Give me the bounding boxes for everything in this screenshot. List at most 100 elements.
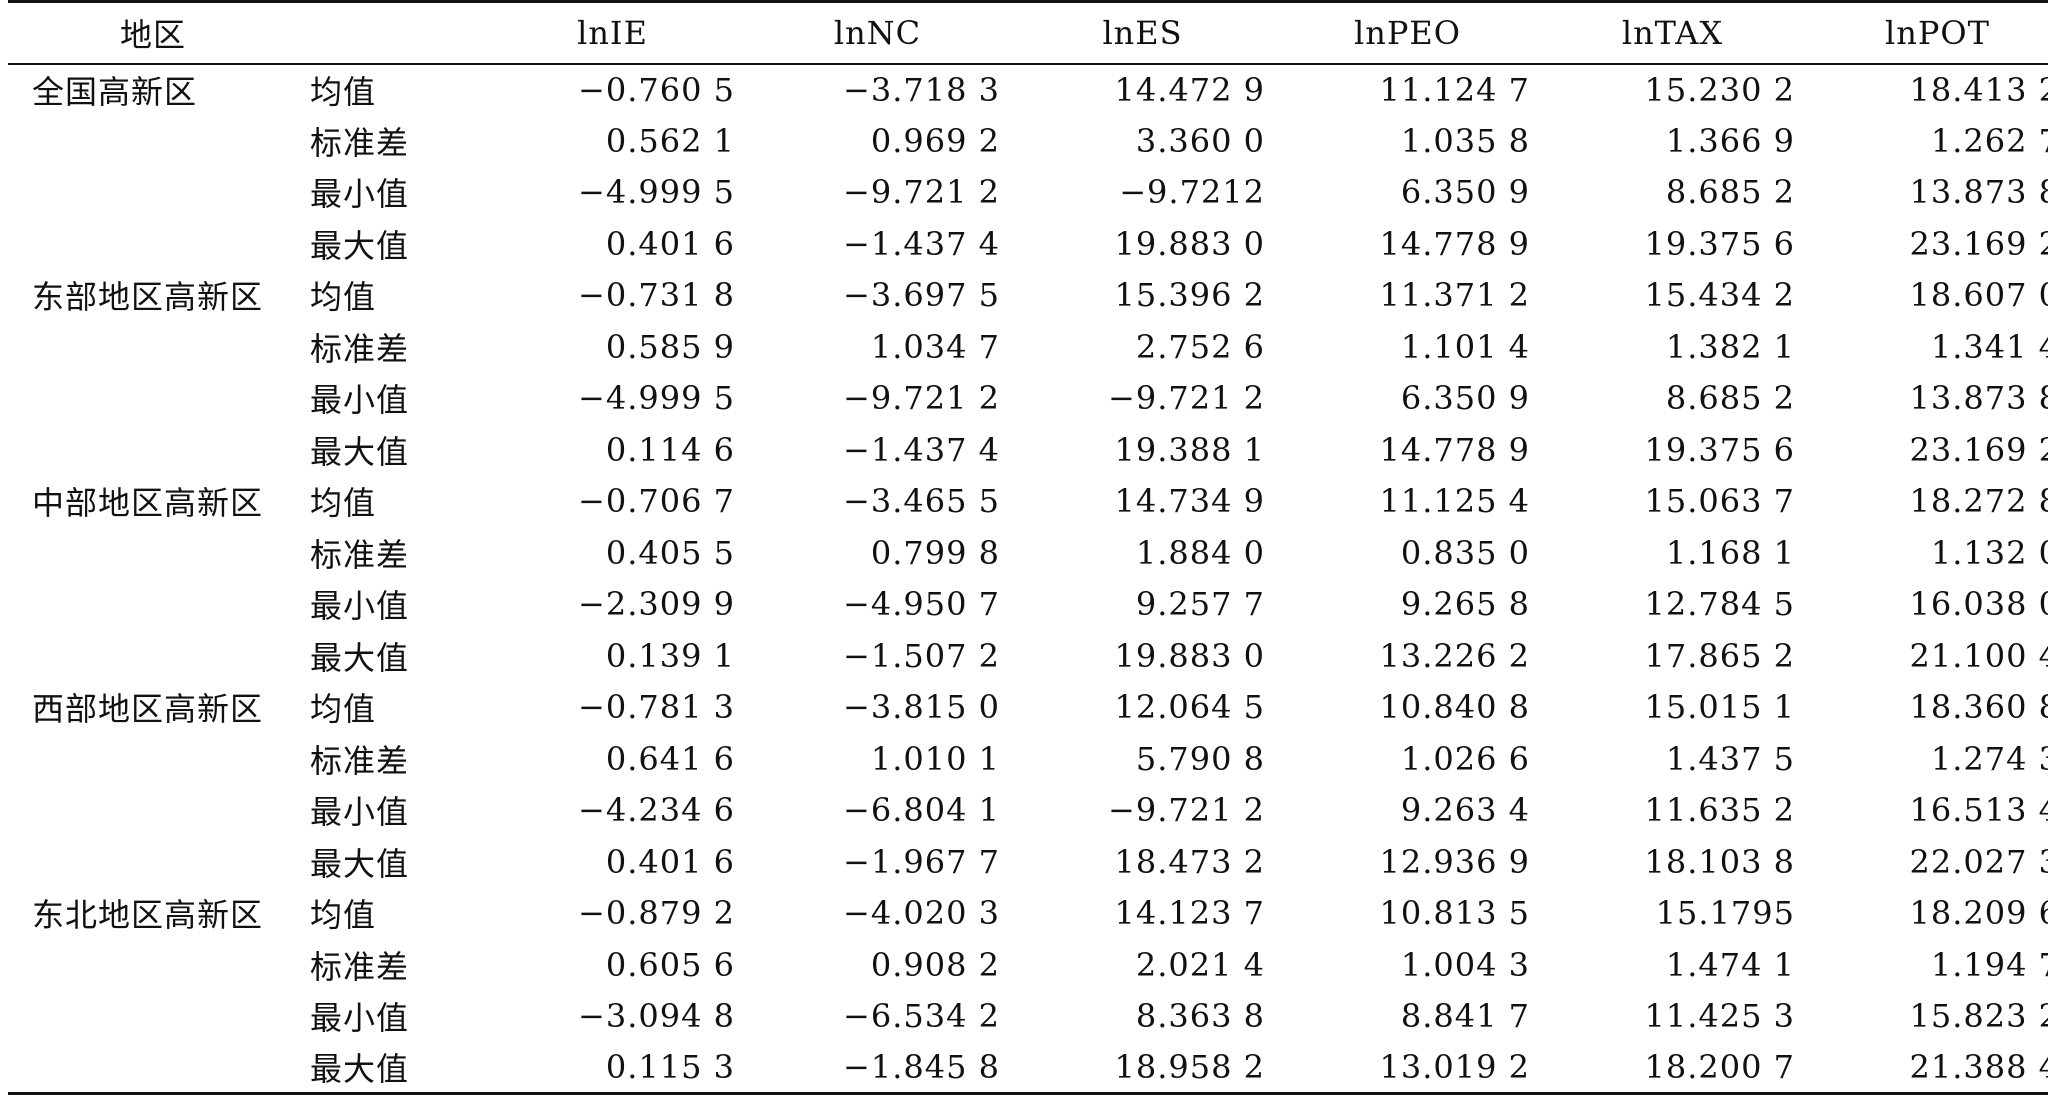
lnPOT-cell: 23.169 2 (1909, 224, 2048, 263)
lnTAX-cell: 17.865 2 (1644, 636, 1795, 675)
lnPEO-cell: 1.101 4 (1400, 327, 1530, 366)
header-lnPOT: lnPOT (1805, 0, 2048, 65)
lnPOT-cell: 1.341 4 (1930, 327, 2048, 366)
lnES-cell: 19.883 0 (1114, 224, 1265, 263)
lnIE-cell: 0.115 3 (480, 1042, 745, 1095)
lnES-cell: 12.064 5 (1114, 688, 1265, 727)
lnES-cell: 3.360 0 (1135, 121, 1265, 160)
table-row: 全国高新区 均值 −0.760 5 −3.718 3 14.472 9 11.124 7 1… (8, 64, 2048, 116)
lnPOT-cell: 23.169 2 (1909, 430, 2048, 469)
lnPEO-cell: 11.371 2 (1379, 276, 1530, 315)
lnIE-cell: 0.605 6 (605, 945, 735, 984)
lnNC-cell: −6.534 2 (843, 997, 1000, 1036)
lnNC-cell: −1.967 7 (843, 842, 1000, 881)
lnTAX-cell: 19.375 6 (1644, 430, 1795, 469)
lnNC-cell: 1.034 7 (870, 327, 1000, 366)
statistic-cell: 最小值 (310, 381, 410, 420)
region-cell: 西部地区高新区 (32, 690, 264, 729)
header-row: 地区 lnIE lnNC lnES lnPEO lnTAX lnPOT (8, 0, 2048, 65)
lnIE-cell: 0.562 1 (605, 121, 735, 160)
lnTAX-cell: 11.425 3 (1644, 997, 1795, 1036)
lnTAX-cell: 1.168 1 (1665, 533, 1795, 572)
lnIE-cell: −0.760 5 (578, 70, 735, 109)
table-row: 西部地区高新区 均值 −0.781 3 −3.815 0 12.064 5 10.840 … (8, 682, 2048, 734)
lnNC-cell: −1.437 4 (843, 224, 1000, 263)
lnES-cell: 2.021 4 (1135, 945, 1265, 984)
statistic-cell: 最大值 (310, 638, 410, 677)
table-row: 东部地区高新区 均值 −0.731 8 −3.697 5 15.396 2 11.371 … (8, 270, 2048, 322)
lnPEO-cell: 11.124 7 (1379, 70, 1530, 109)
statistic-cell: 标准差 (310, 329, 410, 368)
header-lnIE: lnIE (480, 0, 745, 65)
lnIE-cell: −0.731 8 (578, 276, 735, 315)
lnIE-cell: 0.139 1 (605, 636, 735, 675)
lnES-cell: 14.734 9 (1114, 482, 1265, 521)
lnES-cell: 5.790 8 (1135, 739, 1265, 778)
region-cell (8, 424, 298, 476)
region-cell (8, 836, 298, 888)
lnTAX-cell: 12.784 5 (1644, 585, 1795, 624)
lnIE-cell: −3.094 8 (578, 997, 735, 1036)
lnES-cell: 15.396 2 (1114, 276, 1265, 315)
statistic-cell: 标准差 (310, 535, 410, 574)
region-cell: 东北地区高新区 (32, 896, 264, 935)
lnNC-cell: −3.697 5 (843, 276, 1000, 315)
lnPOT-cell: 1.274 3 (1930, 739, 2048, 778)
table-row: 最大值 0.115 3 −1.845 8 18.958 2 13.019 2 18.200… (8, 1042, 2048, 1095)
lnNC-cell: −4.020 3 (843, 894, 1000, 933)
lnPOT-cell: 15.823 2 (1909, 997, 2048, 1036)
lnPOT-cell: 13.873 8 (1909, 173, 2048, 212)
lnPEO-cell: 1.026 6 (1400, 739, 1530, 778)
lnES-cell: 2.752 6 (1135, 327, 1265, 366)
lnES-cell: 18.958 2 (1010, 1042, 1275, 1095)
lnPOT-cell: 16.038 0 (1909, 585, 2048, 624)
lnNC-cell: −9.721 2 (843, 379, 1000, 418)
region-cell (8, 373, 298, 425)
header-lnES: lnES (1010, 0, 1275, 65)
statistic-cell: 均值 (310, 484, 377, 523)
region-cell (8, 527, 298, 579)
table-row: 最大值 0.401 6 −1.437 4 19.883 0 14.778 9 19.375… (8, 218, 2048, 270)
statistic-cell: 均值 (310, 72, 377, 111)
lnNC-cell: −3.815 0 (843, 688, 1000, 727)
table-row: 东北地区高新区 均值 −0.879 2 −4.020 3 14.123 7 10.813 … (8, 888, 2048, 940)
lnPEO-cell: 1.004 3 (1400, 945, 1530, 984)
lnPOT-cell: 18.272 8 (1909, 482, 2048, 521)
lnTAX-cell: 1.366 9 (1665, 121, 1795, 160)
lnPOT-cell: 18.360 8 (1909, 688, 2048, 727)
header-lnNC: lnNC (745, 0, 1010, 65)
statistic-cell: 最大值 (310, 226, 410, 265)
lnNC-cell: 0.799 8 (870, 533, 1000, 572)
lnPOT-cell: 18.413 2 (1909, 70, 2048, 109)
lnIE-cell: −4.999 5 (578, 379, 735, 418)
lnPEO-cell: 9.263 4 (1400, 791, 1530, 830)
lnNC-cell: −3.718 3 (843, 70, 1000, 109)
region-cell (8, 321, 298, 373)
lnPOT-cell: 22.027 3 (1909, 842, 2048, 881)
region-cell (8, 939, 298, 991)
region-cell (8, 167, 298, 219)
lnES-cell: −9.721 2 (1108, 791, 1265, 830)
statistic-cell: 最小值 (310, 175, 410, 214)
lnTAX-cell: 1.437 5 (1665, 739, 1795, 778)
statistic-cell: 均值 (310, 896, 377, 935)
lnTAX-cell: 8.685 2 (1665, 173, 1795, 212)
lnTAX-cell: 1.474 1 (1665, 945, 1795, 984)
lnNC-cell: −9.721 2 (843, 173, 1000, 212)
lnPOT-cell: 18.607 0 (1909, 276, 2048, 315)
region-cell (8, 733, 298, 785)
table-row: 最小值 −3.094 8 −6.534 2 8.363 8 8.841 7 11.425 … (8, 991, 2048, 1043)
table-row: 最小值 −2.309 9 −4.950 7 9.257 7 9.265 8 12.784 … (8, 579, 2048, 631)
statistic-cell: 最小值 (310, 587, 410, 626)
lnES-cell: 19.883 0 (1114, 636, 1265, 675)
lnPEO-cell: 12.936 9 (1379, 842, 1530, 881)
statistic-cell: 均值 (310, 690, 377, 729)
lnTAX-cell: 8.685 2 (1665, 379, 1795, 418)
header-lnPEO: lnPEO (1275, 0, 1540, 65)
lnIE-cell: −0.879 2 (578, 894, 735, 933)
table-row: 标准差 0.405 5 0.799 8 1.884 0 0.835 0 1.168 1 1.… (8, 527, 2048, 579)
table-row: 中部地区高新区 均值 −0.706 7 −3.465 5 14.734 9 11.125 … (8, 476, 2048, 528)
lnPOT-cell: 1.262 7 (1930, 121, 2048, 160)
lnNC-cell: −1.507 2 (843, 636, 1000, 675)
statistic-cell: 最小值 (310, 793, 410, 832)
